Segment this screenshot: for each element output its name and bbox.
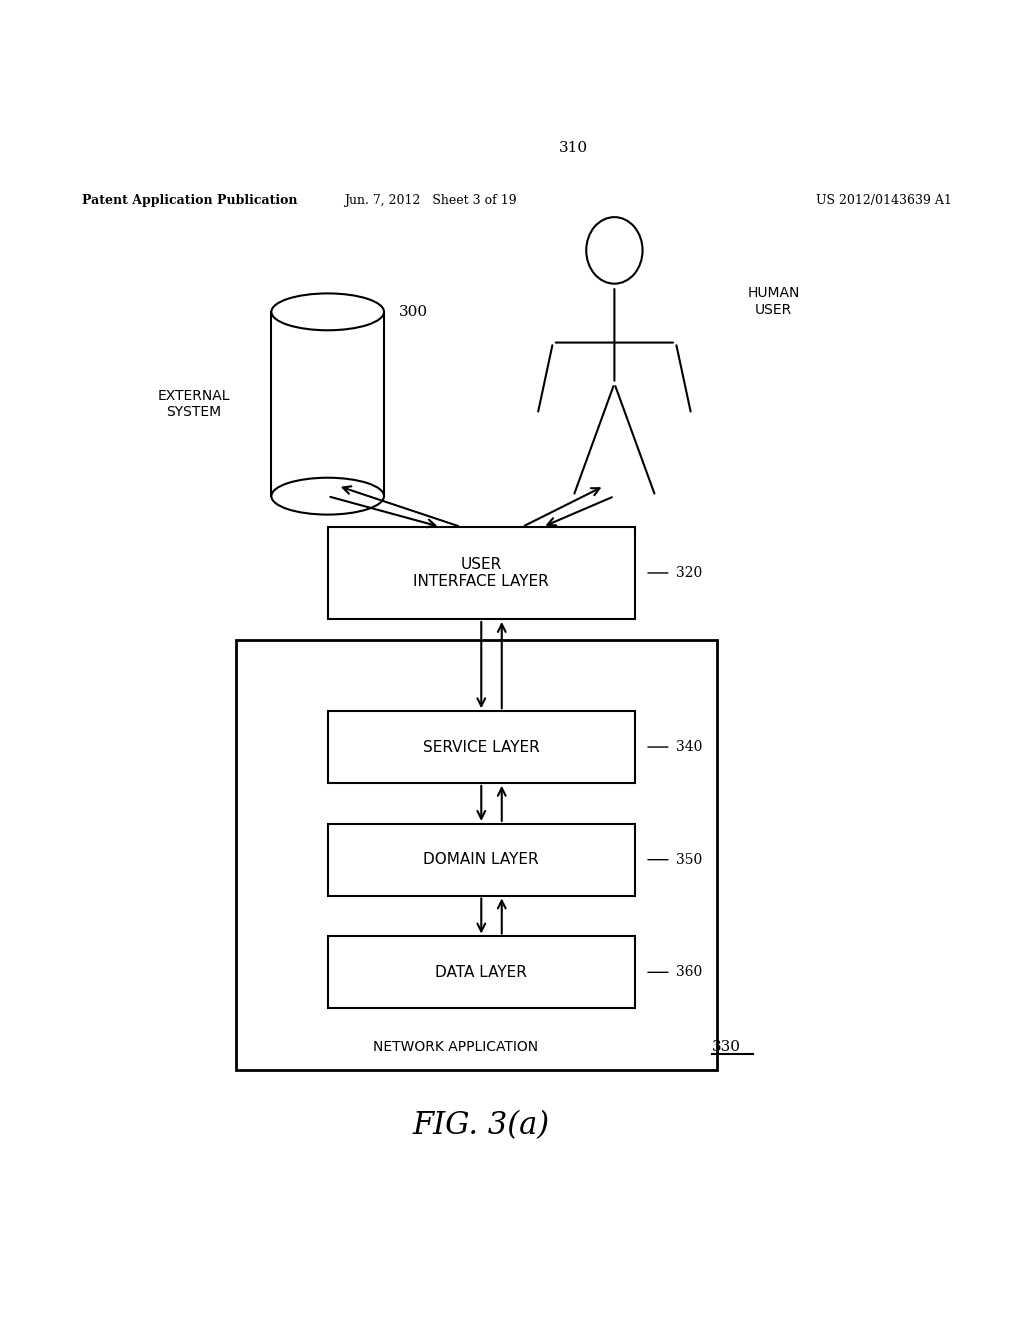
Text: USER
INTERFACE LAYER: USER INTERFACE LAYER: [414, 557, 549, 589]
Text: 310: 310: [559, 141, 588, 154]
Text: Patent Application Publication: Patent Application Publication: [82, 194, 297, 207]
Bar: [328, 936, 635, 1008]
Text: DATA LAYER: DATA LAYER: [435, 965, 527, 979]
Text: FIG. 3(a): FIG. 3(a): [413, 1110, 550, 1142]
Bar: [328, 527, 635, 619]
Ellipse shape: [271, 293, 384, 330]
Text: 360: 360: [676, 965, 702, 979]
Bar: [328, 711, 635, 783]
Text: EXTERNAL
SYSTEM: EXTERNAL SYSTEM: [158, 389, 230, 420]
Text: HUMAN
USER: HUMAN USER: [748, 286, 800, 317]
Text: US 2012/0143639 A1: US 2012/0143639 A1: [816, 194, 952, 207]
Text: NETWORK APPLICATION: NETWORK APPLICATION: [373, 1040, 539, 1055]
Bar: [236, 639, 717, 1069]
Text: 330: 330: [712, 1040, 740, 1055]
Text: DOMAIN LAYER: DOMAIN LAYER: [424, 853, 539, 867]
Text: SERVICE LAYER: SERVICE LAYER: [423, 739, 540, 755]
Text: 300: 300: [399, 305, 428, 319]
Bar: [328, 824, 635, 895]
Text: 320: 320: [676, 566, 702, 579]
Text: 350: 350: [676, 853, 702, 867]
Text: 340: 340: [676, 741, 702, 754]
Text: Jun. 7, 2012   Sheet 3 of 19: Jun. 7, 2012 Sheet 3 of 19: [344, 194, 516, 207]
Ellipse shape: [271, 478, 384, 515]
